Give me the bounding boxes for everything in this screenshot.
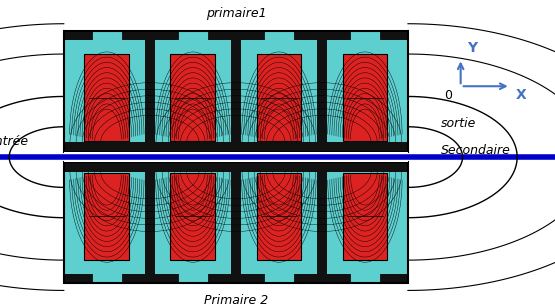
Bar — [64, 31, 408, 152]
Bar — [145, 36, 155, 147]
Bar — [64, 31, 408, 152]
Bar — [231, 36, 241, 147]
Bar — [170, 173, 215, 260]
Bar — [170, 54, 215, 141]
Text: 0: 0 — [445, 89, 452, 102]
Bar — [64, 162, 408, 283]
Bar — [161, 40, 225, 142]
Bar — [256, 54, 301, 141]
Bar — [350, 31, 380, 43]
Bar — [64, 162, 408, 172]
Text: sortie: sortie — [441, 117, 477, 130]
Bar — [178, 31, 208, 43]
Bar — [333, 172, 397, 274]
Bar — [342, 173, 387, 260]
Bar — [75, 172, 139, 274]
Bar — [231, 167, 241, 278]
Text: entrée: entrée — [0, 135, 29, 148]
Bar — [264, 31, 294, 43]
Bar — [84, 173, 129, 260]
Bar — [64, 274, 408, 283]
Bar — [145, 167, 155, 278]
Bar — [317, 36, 327, 147]
Bar — [92, 31, 122, 43]
Text: Secondaire: Secondaire — [441, 144, 511, 157]
Bar — [342, 54, 387, 141]
Bar — [64, 162, 408, 283]
Bar — [64, 31, 408, 40]
Bar — [247, 172, 311, 274]
Bar — [64, 142, 408, 152]
Bar — [247, 40, 311, 142]
Bar — [256, 173, 301, 260]
Bar — [75, 40, 139, 142]
Text: Y: Y — [467, 42, 477, 55]
Bar — [178, 271, 208, 283]
Bar — [64, 152, 408, 162]
Bar — [264, 271, 294, 283]
Text: primaire1: primaire1 — [205, 7, 266, 20]
Bar — [84, 54, 129, 141]
Text: Primaire 2: Primaire 2 — [204, 294, 268, 307]
Text: X: X — [516, 88, 527, 102]
Bar — [92, 271, 122, 283]
Bar — [333, 40, 397, 142]
Bar — [161, 172, 225, 274]
Bar — [317, 167, 327, 278]
Bar — [350, 271, 380, 283]
